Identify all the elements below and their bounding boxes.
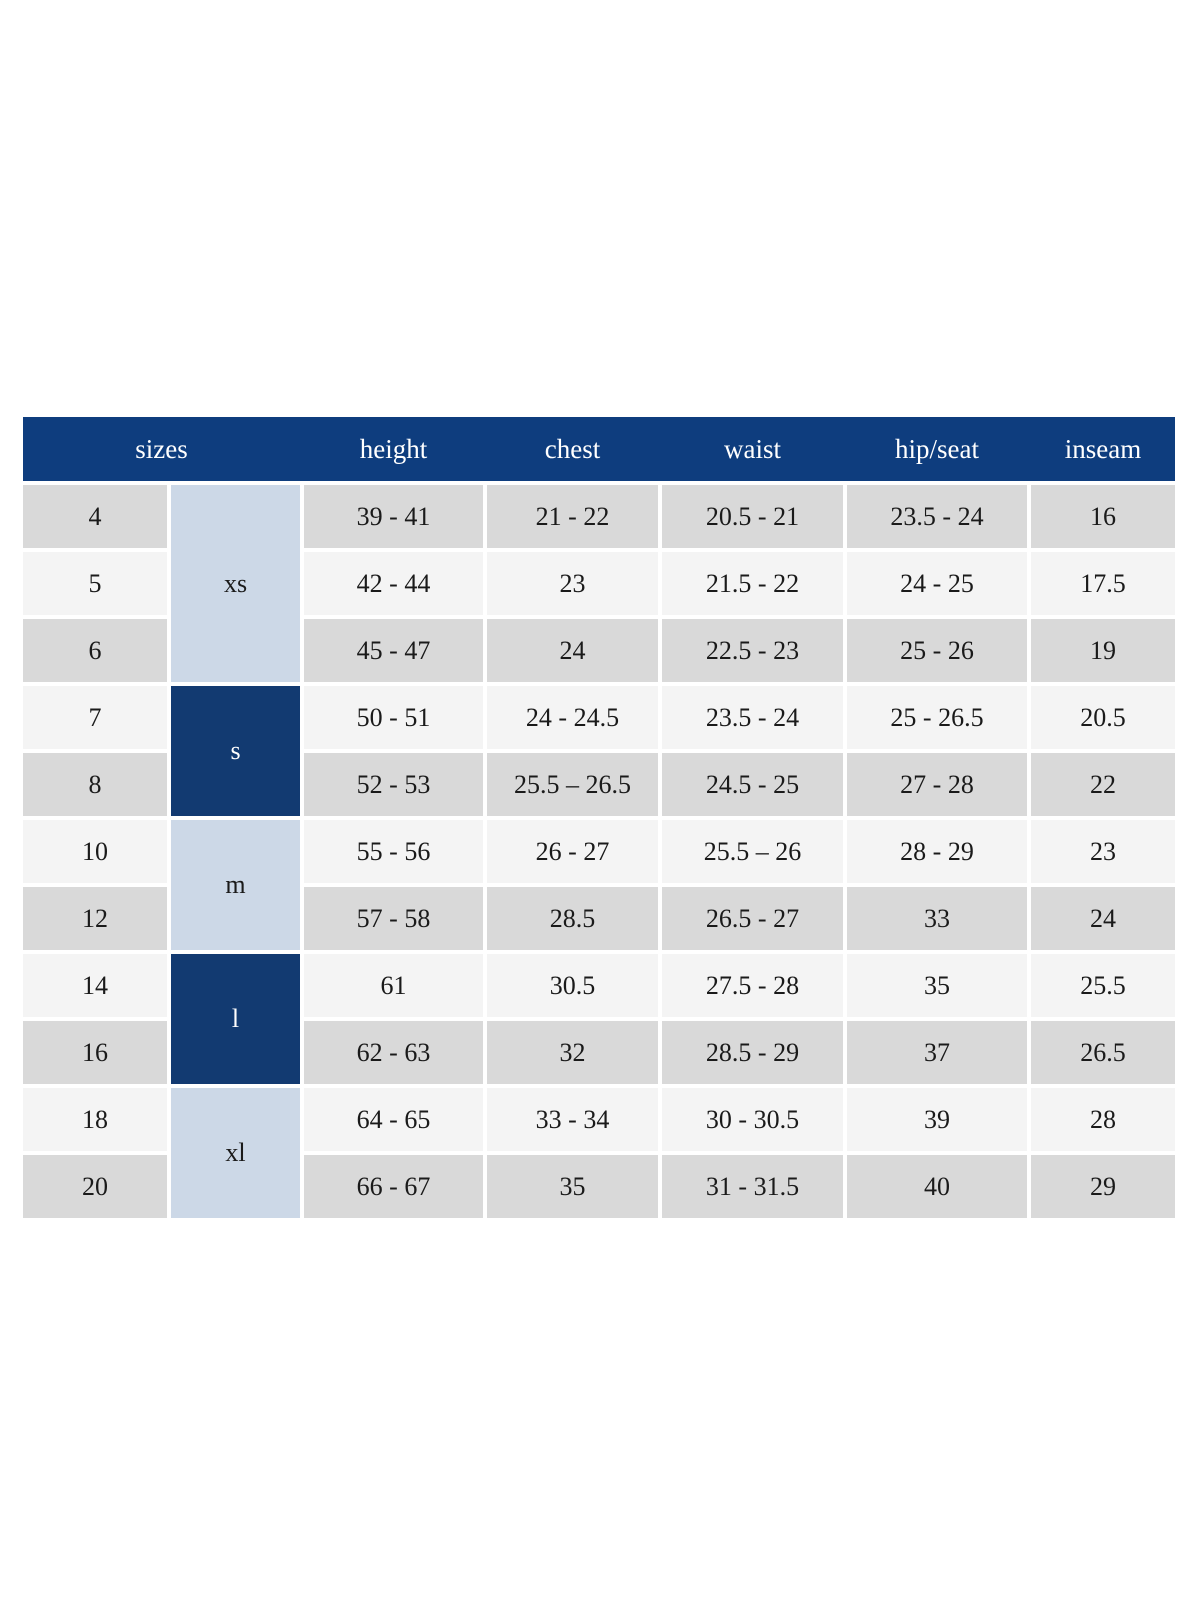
hip-seat-cell: 33 [847, 887, 1027, 950]
chest-cell: 24 [487, 619, 658, 682]
header-cell-waist: waist [724, 433, 781, 464]
height-cell: 61 [304, 954, 483, 1017]
inseam-cell: 23 [1031, 820, 1175, 883]
hip-seat-cell: 35 [847, 954, 1027, 1017]
hip-seat-cell: 24 - 25 [847, 552, 1027, 615]
chest-cell: 26 - 27 [487, 820, 658, 883]
size-group-cell-m: m [171, 820, 300, 950]
size-cell: 18 [23, 1088, 167, 1151]
chest-cell: 33 - 34 [487, 1088, 658, 1151]
inseam-cell: 29 [1031, 1155, 1175, 1218]
chest-cell: 30.5 [487, 954, 658, 1017]
table-body: 4 39 - 41 21 - 22 20.5 - 21 23.5 - 24 16 5 42 -… [23, 485, 1175, 1218]
inseam-cell: 19 [1031, 619, 1175, 682]
chest-cell: 21 - 22 [487, 485, 658, 548]
waist-cell: 27.5 - 28 [662, 954, 843, 1017]
size-cell: 8 [23, 753, 167, 816]
size-group-cell-l: l [171, 954, 300, 1084]
hip-seat-cell: 25 - 26.5 [847, 686, 1027, 749]
height-cell: 66 - 67 [304, 1155, 483, 1218]
chest-cell: 35 [487, 1155, 658, 1218]
size-cell: 10 [23, 820, 167, 883]
size-cell: 20 [23, 1155, 167, 1218]
waist-cell: 23.5 - 24 [662, 686, 843, 749]
waist-cell: 28.5 - 29 [662, 1021, 843, 1084]
waist-cell: 31 - 31.5 [662, 1155, 843, 1218]
height-cell: 50 - 51 [304, 686, 483, 749]
height-cell: 57 - 58 [304, 887, 483, 950]
inseam-cell: 17.5 [1031, 552, 1175, 615]
height-cell: 42 - 44 [304, 552, 483, 615]
size-cell: 5 [23, 552, 167, 615]
size-cell: 12 [23, 887, 167, 950]
hip-seat-cell: 27 - 28 [847, 753, 1027, 816]
size-cell: 16 [23, 1021, 167, 1084]
inseam-cell: 25.5 [1031, 954, 1175, 1017]
hip-seat-cell: 37 [847, 1021, 1027, 1084]
inseam-cell: 22 [1031, 753, 1175, 816]
waist-cell: 20.5 - 21 [662, 485, 843, 548]
header-cell-chest: chest [544, 433, 601, 464]
size-group-cell-xl: xl [171, 1088, 300, 1218]
height-cell: 45 - 47 [304, 619, 483, 682]
inseam-cell: 16 [1031, 485, 1175, 548]
waist-cell: 22.5 - 23 [662, 619, 843, 682]
height-cell: 39 - 41 [304, 485, 483, 548]
inseam-cell: 20.5 [1031, 686, 1175, 749]
header-cell-sizes: sizes [135, 433, 188, 464]
waist-cell: 21.5 - 22 [662, 552, 843, 615]
hip-seat-cell: 40 [847, 1155, 1027, 1218]
waist-cell: 26.5 - 27 [662, 887, 843, 950]
chest-cell: 28.5 [487, 887, 658, 950]
inseam-cell: 26.5 [1031, 1021, 1175, 1084]
hip-seat-cell: 28 - 29 [847, 820, 1027, 883]
size-group-cell-s: s [171, 686, 300, 816]
height-cell: 52 - 53 [304, 753, 483, 816]
hip-seat-cell: 23.5 - 24 [847, 485, 1027, 548]
size-cell: 7 [23, 686, 167, 749]
chest-cell: 24 - 24.5 [487, 686, 658, 749]
size-group-cell-xs: xs [171, 485, 300, 682]
hip-seat-cell: 39 [847, 1088, 1027, 1151]
inseam-cell: 28 [1031, 1088, 1175, 1151]
header-cell-height: height [359, 433, 428, 464]
chest-cell: 23 [487, 552, 658, 615]
size-cell: 6 [23, 619, 167, 682]
waist-cell: 24.5 - 25 [662, 753, 843, 816]
waist-cell: 30 - 30.5 [662, 1088, 843, 1151]
table-header-row: sizes height chest waist hip/seat inseam [23, 417, 1175, 481]
header-cell-inseam: inseam [1064, 433, 1142, 464]
size-cell: 14 [23, 954, 167, 1017]
height-cell: 64 - 65 [304, 1088, 483, 1151]
size-cell: 4 [23, 485, 167, 548]
size-chart-table: sizes height chest waist hip/seat inseam… [23, 417, 1175, 1218]
chest-cell: 25.5 – 26.5 [487, 753, 658, 816]
inseam-cell: 24 [1031, 887, 1175, 950]
waist-cell: 25.5 – 26 [662, 820, 843, 883]
chest-cell: 32 [487, 1021, 658, 1084]
hip-seat-cell: 25 - 26 [847, 619, 1027, 682]
header-cell-hip-seat: hip/seat [895, 433, 979, 464]
height-cell: 62 - 63 [304, 1021, 483, 1084]
height-cell: 55 - 56 [304, 820, 483, 883]
